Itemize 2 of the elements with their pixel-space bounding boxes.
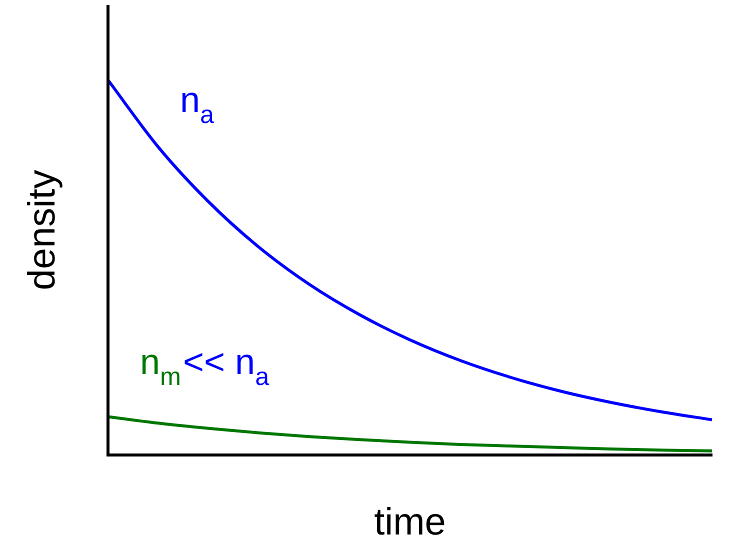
x-axis-title: time bbox=[374, 501, 446, 544]
y-axis-title: density bbox=[21, 170, 64, 290]
